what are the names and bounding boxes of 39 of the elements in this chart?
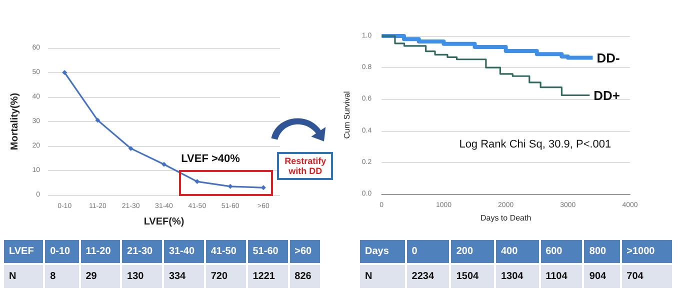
text: 1104 xyxy=(540,265,582,288)
text: 600 xyxy=(540,240,582,263)
category-label: 0-10 xyxy=(50,246,70,257)
annotation: Log Rank Chi Sq, 30.9, P<.001 xyxy=(459,138,612,150)
text: 29 xyxy=(80,265,120,288)
series-label: DD- xyxy=(596,50,620,66)
text: 1504 xyxy=(451,265,494,288)
text: 334 xyxy=(164,265,204,288)
text: LVEF xyxy=(4,240,44,263)
text: Restratify with DD xyxy=(277,152,334,180)
text: 1221 xyxy=(248,265,288,288)
series-label: DD+ xyxy=(594,88,620,103)
category-label: >60 xyxy=(294,246,312,257)
category-label: 41-50 xyxy=(210,246,236,257)
text: >1000 xyxy=(622,240,672,263)
text: 704 xyxy=(622,265,672,288)
category-label: 31-40 xyxy=(168,246,195,257)
text: 8 xyxy=(45,265,79,288)
annotation: LVEF >40% xyxy=(181,153,240,165)
x-axis-title: Days to Death xyxy=(480,214,532,222)
category-label: 51-60 xyxy=(252,246,278,257)
text: 800 xyxy=(584,240,620,263)
text: Days xyxy=(360,240,405,263)
text: N xyxy=(360,265,405,288)
x-axis-title: LVEF(%) xyxy=(144,216,184,228)
category-label: 11-20 xyxy=(86,246,111,257)
text: 400 xyxy=(496,240,539,263)
text: 720 xyxy=(206,265,246,288)
y-axis-title: Cum Survival xyxy=(342,91,352,139)
y-axis-title: Mortality(%) xyxy=(10,92,20,150)
category-label: 21-30 xyxy=(127,246,153,257)
text: 1304 xyxy=(496,265,539,288)
text: 2234 xyxy=(406,265,450,288)
text: 904 xyxy=(584,265,620,288)
text: 130 xyxy=(122,265,162,288)
text: 0 xyxy=(406,240,450,263)
text: 200 xyxy=(451,240,494,263)
text: N xyxy=(4,265,44,288)
text: 826 xyxy=(290,265,320,288)
